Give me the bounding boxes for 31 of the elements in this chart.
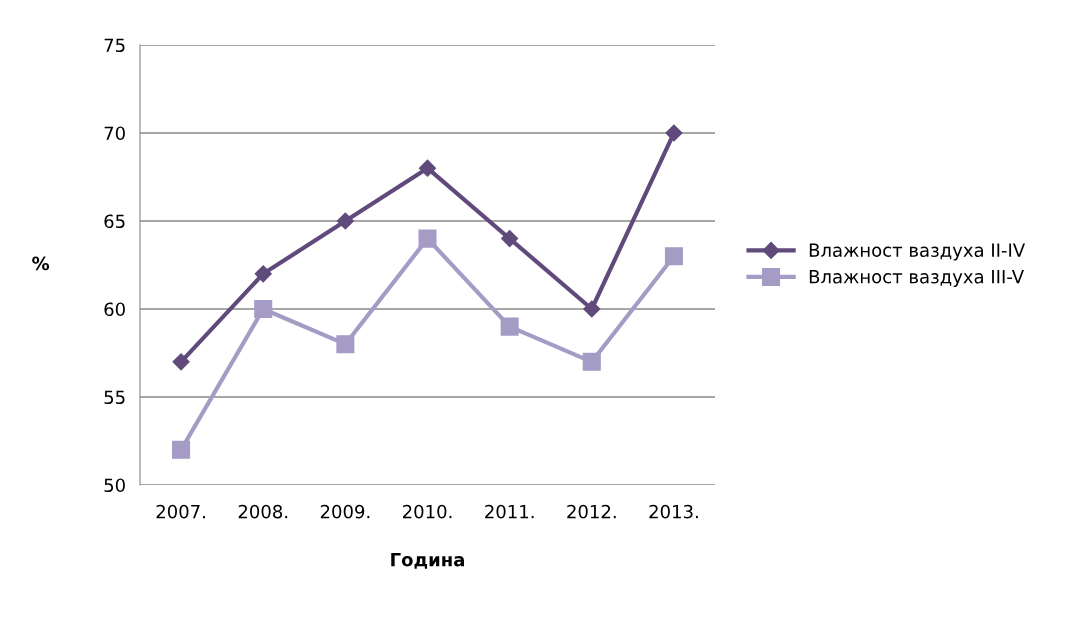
x-tick-label: 2010. <box>402 504 452 519</box>
point <box>583 300 601 318</box>
point <box>500 317 519 336</box>
point <box>582 352 601 371</box>
x-tick-label: 2009. <box>320 504 370 519</box>
y-tick-label: 55 <box>104 390 125 405</box>
point <box>664 247 683 266</box>
y-tick-label: 75 <box>104 38 125 53</box>
legend-label: Влажност ваздуха II-IV <box>809 243 1026 261</box>
point <box>418 159 437 177</box>
point <box>336 335 355 354</box>
x-tick-label: 2007. <box>156 504 205 519</box>
y-tick-label: 65 <box>104 214 125 229</box>
point <box>665 124 683 142</box>
y-tick-label: 50 <box>104 478 125 493</box>
y-tick-label: 60 <box>104 302 125 317</box>
point <box>254 265 272 283</box>
point <box>172 353 190 371</box>
point <box>172 440 191 459</box>
x-tick-label: 2013. <box>649 504 698 519</box>
x-tick-label: 2008. <box>238 504 288 519</box>
legend-label: Влажност ваздуха III-V <box>809 270 1024 287</box>
x-tick-label: 2011. <box>485 504 534 519</box>
x-tick-label: 2012. <box>567 504 616 519</box>
x-axis-title: Година <box>391 553 464 569</box>
y-axis-title: % <box>32 256 50 271</box>
point <box>501 230 519 248</box>
point <box>336 212 354 230</box>
point <box>254 299 273 319</box>
y-tick-label: 70 <box>104 126 125 141</box>
point <box>418 229 437 248</box>
